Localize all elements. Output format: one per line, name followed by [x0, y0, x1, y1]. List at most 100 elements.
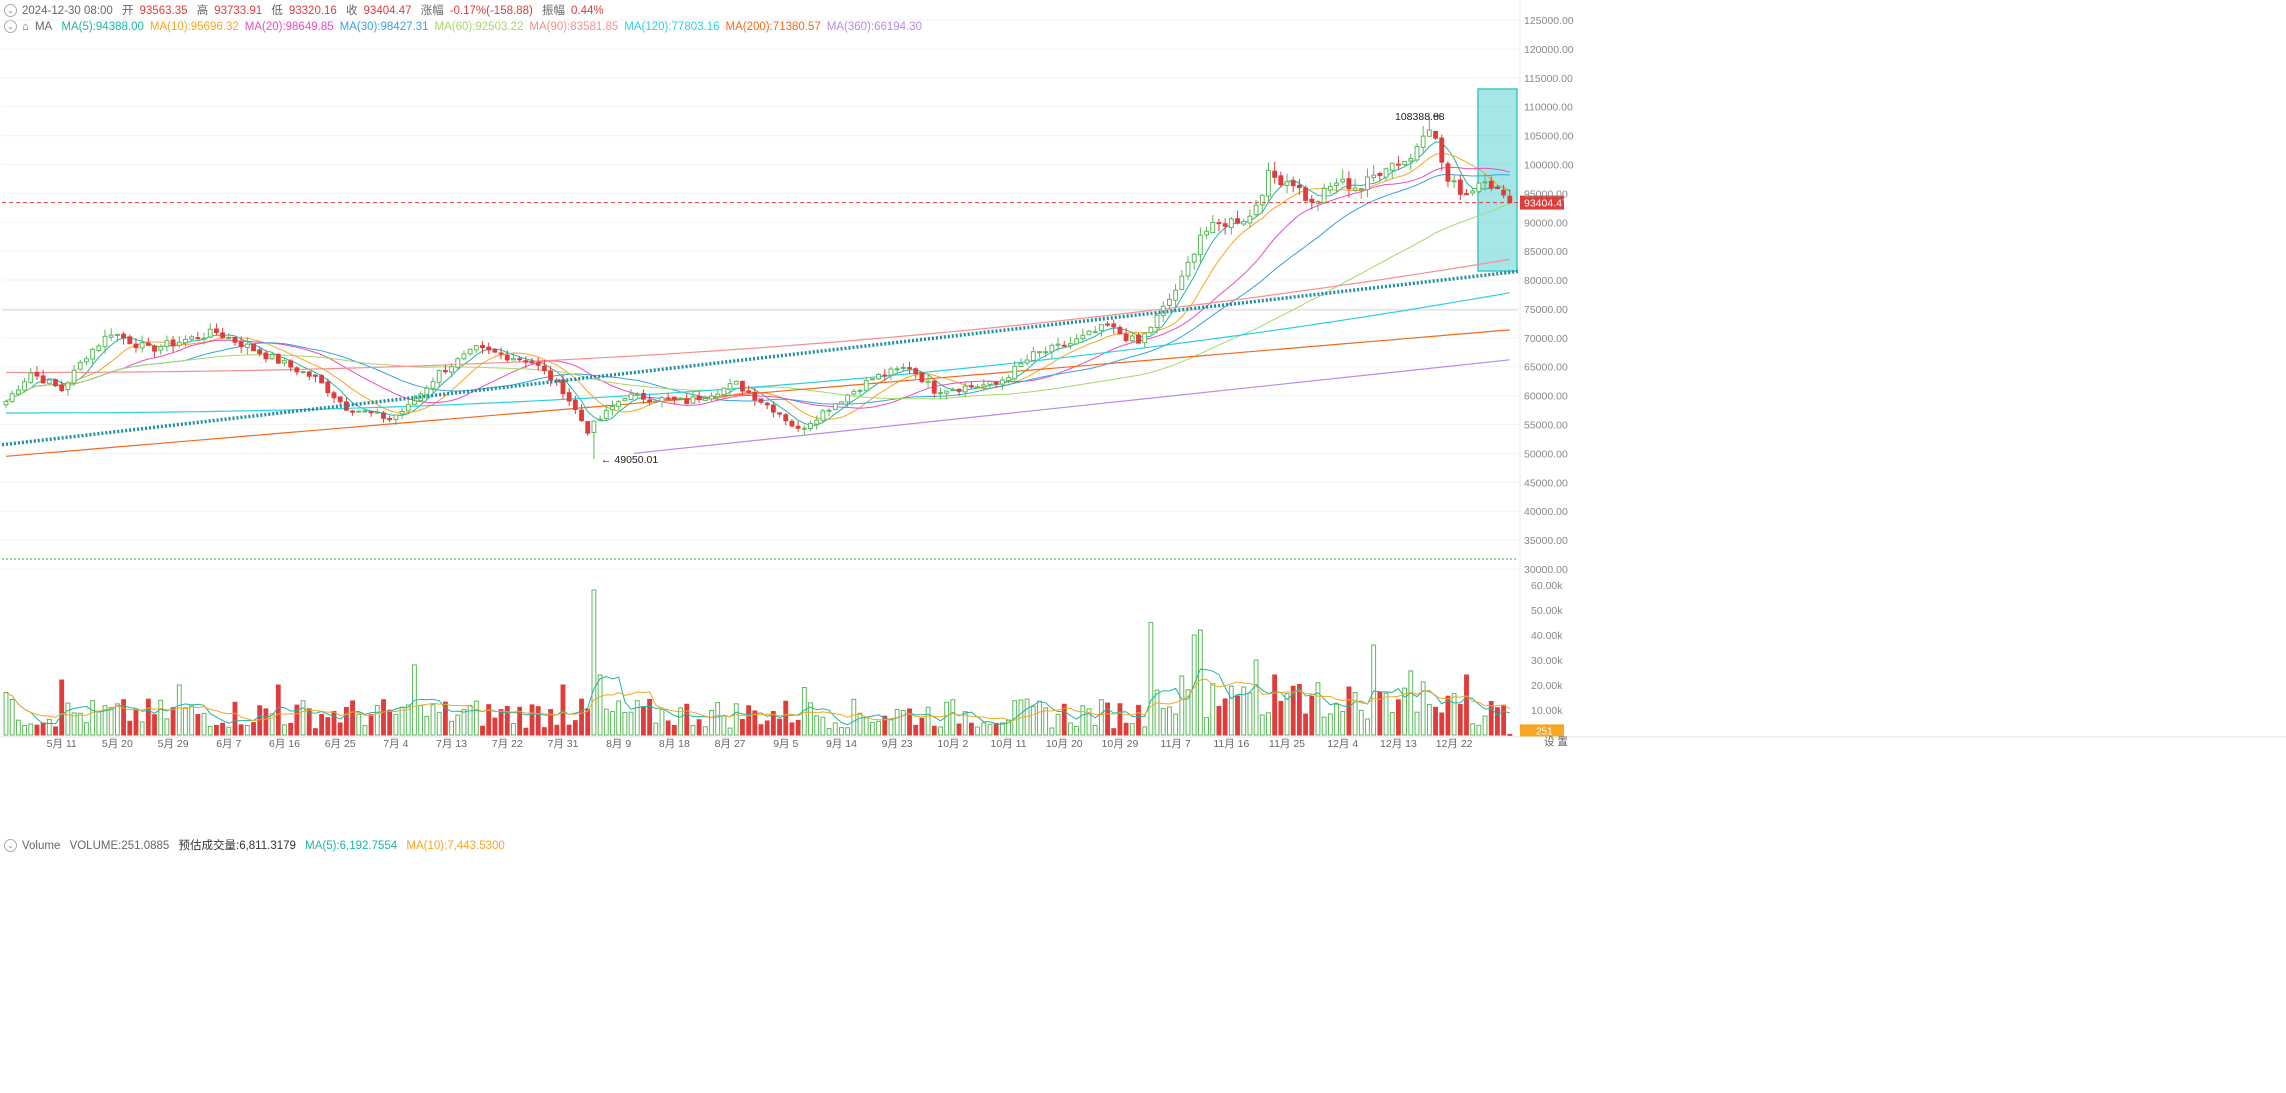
volume-bar: [226, 726, 232, 736]
volume-bar: [869, 721, 875, 736]
volume-bar: [251, 722, 256, 736]
volume-bar: [65, 702, 71, 736]
volume-bar: [987, 723, 993, 736]
ma-legend-item[interactable]: MA(20):98649.85: [244, 20, 334, 33]
volume-bar: [220, 722, 226, 736]
candle: [145, 342, 151, 346]
volume-bar: [1006, 719, 1011, 736]
volume-bar: [968, 722, 974, 736]
ma-legend-item[interactable]: MA(30):98427.31: [339, 20, 429, 33]
candle: [968, 385, 974, 388]
volume-bar: [22, 725, 27, 736]
volume-bar: [1197, 629, 1203, 736]
low-value: 93320.16: [288, 5, 337, 17]
ma-legend-item[interactable]: MA(60):92503.22: [434, 20, 524, 33]
candle: [715, 393, 721, 398]
candle: [350, 410, 355, 413]
candle: [1402, 160, 1408, 166]
candle: [455, 358, 461, 368]
volume-bar: [473, 700, 479, 736]
volume-bar: [164, 718, 170, 736]
volume-bar: [1439, 712, 1445, 736]
collapse-icon[interactable]: ⌄: [4, 4, 17, 18]
ma-visibility-icon[interactable]: ⌂: [22, 20, 29, 33]
volume-value: VOLUME:251.0885: [69, 840, 170, 852]
ma-title: MA: [34, 20, 53, 33]
candle: [647, 399, 653, 403]
candle: [1284, 181, 1290, 187]
close-label: 收: [346, 5, 358, 17]
candle: [900, 367, 906, 370]
volume-bar: [702, 726, 708, 736]
volume-bar: [1216, 705, 1222, 736]
volume-bar: [1470, 723, 1476, 736]
volume-bar: [158, 699, 164, 736]
ma-legend-item[interactable]: MA(360):66194.30: [826, 20, 923, 33]
high-label: 高: [196, 5, 209, 17]
candle: [1476, 182, 1482, 193]
highlight-box[interactable]: [1477, 88, 1518, 272]
candle: [1501, 189, 1507, 196]
candle: [1321, 187, 1327, 204]
ma-legend-item[interactable]: MA(120):77803.16: [624, 20, 720, 33]
candle: [820, 410, 826, 421]
candle: [300, 371, 306, 374]
candle: [1457, 179, 1463, 195]
candle: [1507, 195, 1513, 204]
candle: [1296, 184, 1302, 189]
candle: [504, 354, 510, 361]
candle: [213, 328, 219, 334]
price-tick: 80000.00: [1524, 275, 1568, 287]
ma-line: [5, 203, 1510, 402]
candle: [59, 384, 65, 392]
volume-bar: [1210, 683, 1216, 736]
trendline[interactable]: [1, 269, 1519, 447]
volume-bar: [640, 706, 646, 736]
ma-legend-item[interactable]: MA(90):83581.85: [529, 20, 619, 33]
volume-ma10-line: [5, 678, 1511, 722]
volume-bar: [863, 717, 869, 736]
candle: [430, 381, 436, 389]
volume-bar: [665, 720, 671, 736]
candle: [133, 343, 139, 349]
volume-bar: [981, 722, 987, 736]
date-tick: 5月 20: [102, 738, 133, 750]
collapse-icon[interactable]: ⌄: [4, 839, 17, 853]
volume-bar: [1414, 711, 1420, 736]
volume-bar: [313, 728, 318, 736]
candle: [71, 369, 77, 384]
volume-bar: [1488, 701, 1494, 736]
candle: [678, 397, 683, 400]
volume-bar: [1507, 733, 1513, 736]
candle: [244, 343, 250, 349]
volume-bar: [1501, 704, 1507, 736]
ma-legend-item[interactable]: MA(5):94388.00: [61, 20, 144, 33]
volume-bar: [189, 705, 195, 736]
amplitude-label: 振幅: [542, 5, 566, 17]
candle: [53, 379, 58, 387]
candle: [1068, 343, 1073, 347]
candle: [1241, 220, 1247, 225]
ma-legend-item[interactable]: MA(200):71380.57: [725, 20, 821, 33]
change-label: 涨幅: [420, 5, 444, 17]
candle: [1488, 180, 1494, 189]
volume-bar: [176, 684, 182, 736]
candle: [801, 427, 807, 430]
ma-legend-item[interactable]: MA(10):95696.32: [149, 20, 239, 33]
candle: [1129, 335, 1135, 342]
volume-bar: [919, 717, 925, 736]
volume-bar: [925, 706, 931, 736]
volume-bar: [53, 726, 58, 736]
volume-bar: [1334, 703, 1339, 736]
volume-tick: 20.00k: [1531, 680, 1563, 692]
candle: [436, 370, 442, 383]
price-tick: 110000.00: [1524, 102, 1573, 114]
candle: [925, 380, 931, 384]
volume-bar: [560, 684, 566, 736]
volume-bar: [1055, 713, 1061, 736]
volume-bar: [820, 716, 826, 736]
volume-bar: [1117, 703, 1123, 736]
volume-bar: [387, 709, 393, 736]
date-tick: 5月 29: [158, 738, 189, 750]
